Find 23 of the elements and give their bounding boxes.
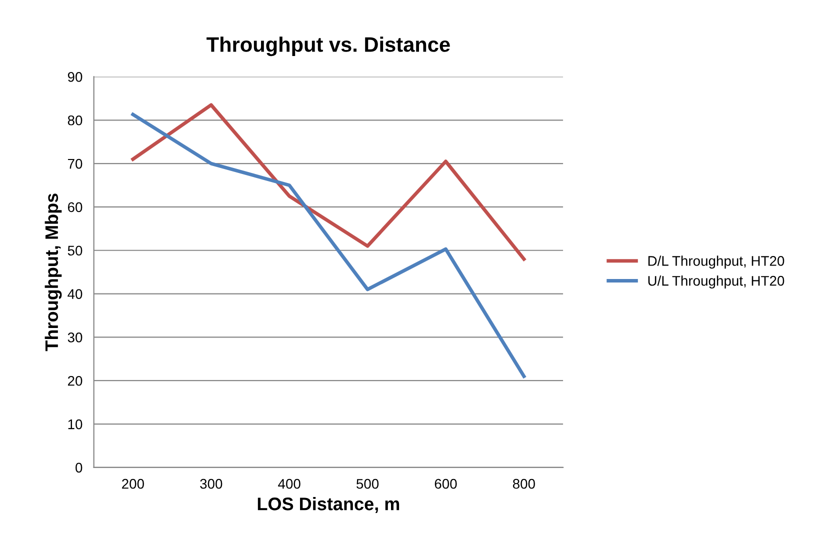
y-tick-label: 70	[68, 158, 82, 169]
chart-title: Throughput vs. Distance	[206, 36, 450, 56]
x-tick-label: 400	[278, 478, 300, 489]
x-tick-label: 200	[122, 478, 144, 489]
line-series	[131, 112, 526, 378]
line-series	[131, 103, 526, 261]
y-tick-label: 10	[68, 419, 82, 430]
y-tick-label: 30	[68, 332, 82, 342]
y-tick-label: 20	[68, 376, 82, 386]
y-tick-label: 60	[68, 202, 82, 212]
legend-label: U/L Throughput, HT20	[648, 276, 784, 288]
y-tick-label: 90	[68, 72, 82, 82]
x-axis-title: LOS Distance, m	[258, 497, 400, 513]
y-tick-label: 0	[76, 462, 82, 473]
y-tick-label: 80	[68, 115, 82, 126]
y-tick-label: 40	[68, 289, 82, 299]
x-tick-label: 600	[434, 478, 457, 489]
x-tick-label: 500	[356, 478, 379, 489]
x-tick-label: 300	[200, 478, 222, 489]
x-tick-label: 800	[512, 478, 535, 489]
legend-label: D/L Throughput, HT20	[648, 256, 784, 269]
y-tick-label: 50	[68, 246, 82, 256]
y-axis-title: Throughput, Mbps	[44, 194, 62, 352]
